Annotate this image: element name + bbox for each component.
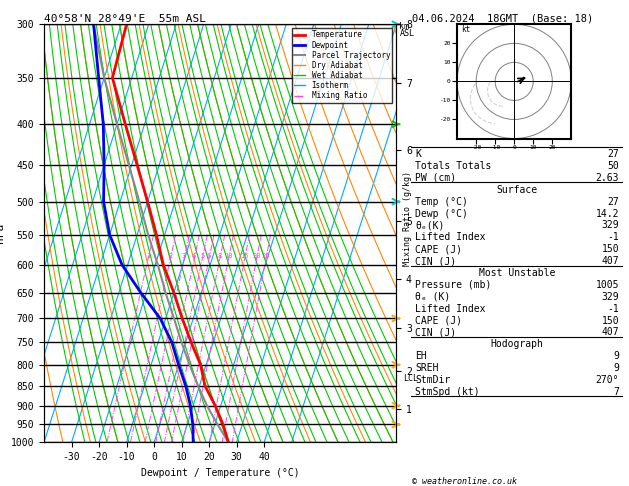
Text: SREH: SREH [415,363,438,373]
Text: 9: 9 [613,363,619,373]
Text: 20: 20 [252,253,261,259]
Text: © weatheronline.co.uk: © weatheronline.co.uk [412,477,517,486]
X-axis label: Dewpoint / Temperature (°C): Dewpoint / Temperature (°C) [141,468,299,478]
Text: Temp (°C): Temp (°C) [415,197,468,207]
Text: 40°58'N 28°49'E  55m ASL: 40°58'N 28°49'E 55m ASL [44,14,206,23]
Text: Totals Totals: Totals Totals [415,161,491,171]
Text: PW (cm): PW (cm) [415,173,456,183]
Text: Lifted Index: Lifted Index [415,304,486,313]
Text: 14.2: 14.2 [596,208,619,219]
Text: 407: 407 [601,256,619,266]
Text: kt: kt [461,25,470,34]
Text: Hodograph: Hodograph [491,339,543,349]
Text: 4: 4 [192,253,196,259]
Text: 04.06.2024  18GMT  (Base: 18): 04.06.2024 18GMT (Base: 18) [412,14,593,24]
Text: K: K [415,149,421,159]
Text: -1: -1 [608,232,619,243]
Text: 10: 10 [224,253,233,259]
Text: 407: 407 [601,328,619,337]
Text: 5: 5 [200,253,204,259]
Text: 150: 150 [601,315,619,326]
Text: 150: 150 [601,244,619,254]
Legend: Temperature, Dewpoint, Parcel Trajectory, Dry Adiabat, Wet Adiabat, Isotherm, Mi: Temperature, Dewpoint, Parcel Trajectory… [292,28,392,103]
Y-axis label: hPa: hPa [0,223,5,243]
Text: 2: 2 [168,253,172,259]
Text: ASL: ASL [399,29,415,38]
Text: 27: 27 [608,149,619,159]
Text: 329: 329 [601,221,619,230]
Text: CAPE (J): CAPE (J) [415,315,462,326]
Text: θₑ (K): θₑ (K) [415,292,450,302]
Text: 1005: 1005 [596,280,619,290]
Text: Dewp (°C): Dewp (°C) [415,208,468,219]
Text: StmDir: StmDir [415,375,450,385]
Text: 1: 1 [146,253,150,259]
Text: Lifted Index: Lifted Index [415,232,486,243]
Text: 8: 8 [218,253,222,259]
Text: CIN (J): CIN (J) [415,256,456,266]
Text: km: km [399,22,409,31]
Text: 6: 6 [207,253,211,259]
Text: LCL: LCL [403,374,418,383]
Text: CAPE (J): CAPE (J) [415,244,462,254]
Text: 270°: 270° [596,375,619,385]
Text: 3: 3 [182,253,186,259]
Text: CIN (J): CIN (J) [415,328,456,337]
Text: 25: 25 [262,253,270,259]
Text: θₑ(K): θₑ(K) [415,221,444,230]
Text: Surface: Surface [496,185,538,195]
Text: StmSpd (kt): StmSpd (kt) [415,387,480,397]
Text: Pressure (mb): Pressure (mb) [415,280,491,290]
Text: -1: -1 [608,304,619,313]
Text: 329: 329 [601,292,619,302]
Text: Mixing Ratio (g/kg): Mixing Ratio (g/kg) [403,171,412,266]
Text: 7: 7 [613,387,619,397]
Text: 2.63: 2.63 [596,173,619,183]
Text: 15: 15 [240,253,249,259]
Text: 50: 50 [608,161,619,171]
Text: 9: 9 [613,351,619,361]
Text: Most Unstable: Most Unstable [479,268,555,278]
Text: 27: 27 [608,197,619,207]
Text: EH: EH [415,351,426,361]
